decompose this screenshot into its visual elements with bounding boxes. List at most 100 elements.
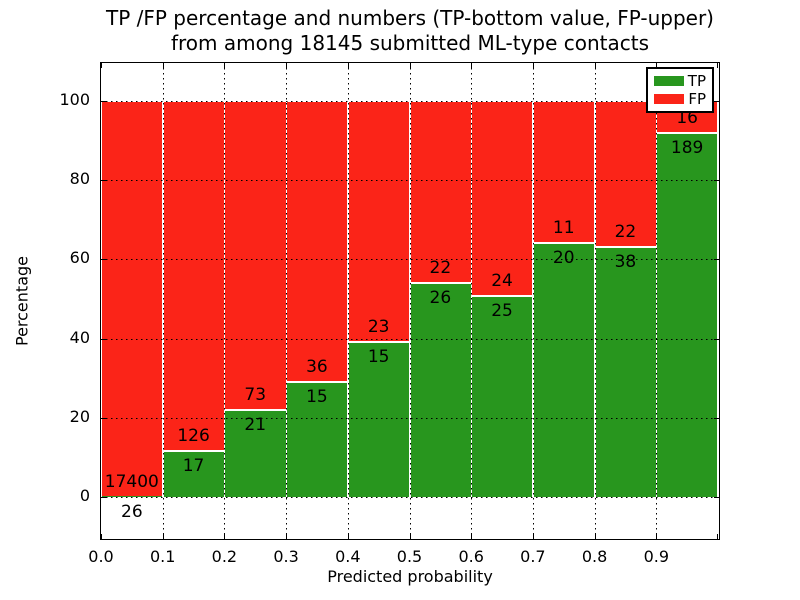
tick-mark — [594, 534, 596, 539]
tick-mark — [714, 180, 719, 182]
y-tick-label: 0 — [79, 486, 90, 505]
tick-mark — [101, 338, 106, 340]
y-tick-label: 60 — [69, 248, 90, 268]
tick-mark — [714, 497, 719, 498]
x-tick-label: 0.2 — [211, 547, 238, 566]
x-tick-label: 0.8 — [581, 547, 608, 566]
gridline-v — [409, 63, 411, 539]
tick-mark — [532, 63, 534, 68]
bar-fp-segment — [409, 101, 472, 283]
tick-mark — [347, 63, 349, 68]
bar-tp-segment — [162, 449, 225, 497]
tick-mark — [717, 63, 718, 68]
bar-tp-segment — [471, 294, 534, 497]
tick-mark — [101, 534, 102, 539]
tp-count-label: 26 — [121, 502, 143, 523]
bar-tp-segment — [532, 241, 596, 497]
gridline-v — [532, 63, 534, 539]
y-tick-label: 40 — [69, 327, 90, 347]
tp-count-label: 26 — [429, 288, 452, 309]
fp-count-label: 23 — [367, 316, 390, 337]
tick-mark — [224, 534, 226, 539]
y-tick-label: 20 — [69, 406, 90, 426]
gridline-v — [471, 63, 473, 539]
gridline-v — [286, 63, 288, 539]
legend-label: TP — [687, 71, 706, 90]
tick-mark — [101, 497, 106, 498]
fp-count-label: 11 — [552, 217, 575, 238]
gridline-v — [162, 63, 164, 539]
bar-tp-segment — [101, 496, 164, 498]
tick-mark — [656, 534, 658, 539]
tick-mark — [286, 534, 288, 539]
x-tick-label: 0.4 — [335, 547, 361, 566]
bar-tp-segment — [409, 282, 472, 497]
legend-label: FP — [688, 89, 706, 108]
bar-fp-segment — [101, 101, 164, 497]
chart-title-line2: from among 18145 submitted ML-type conta… — [170, 31, 650, 55]
legend-item: FP — [654, 89, 706, 108]
legend-item: TP — [654, 71, 706, 90]
x-axis-label: Predicted probability — [327, 567, 493, 586]
x-tick-label: 0.1 — [149, 547, 176, 566]
fp-count-label: 126 — [177, 425, 210, 446]
tp-count-label: 25 — [491, 300, 513, 321]
bar-tp-segment — [347, 340, 410, 497]
x-tick-label: 0.7 — [520, 547, 546, 566]
gridline-h — [101, 497, 719, 498]
bar-tp-segment — [594, 246, 657, 497]
gridline-v — [656, 63, 658, 539]
bar-fp-segment — [162, 101, 225, 450]
gridline-h — [101, 101, 719, 102]
tick-mark — [409, 63, 411, 68]
tick-mark — [409, 534, 411, 539]
tick-mark — [714, 259, 719, 261]
tick-mark — [162, 534, 164, 539]
tick-mark — [656, 63, 658, 68]
tick-mark — [101, 180, 106, 182]
fp-count-label: 24 — [491, 270, 513, 291]
tick-mark — [101, 63, 102, 68]
tick-mark — [347, 534, 349, 539]
tick-mark — [594, 63, 596, 68]
plot-area: 17400 26 126 17 73 21 36 15 23 15 22 26 24 25 11 20 22 38… — [100, 62, 720, 540]
legend-swatch-fp — [654, 94, 684, 104]
bar-fp-segment — [347, 101, 410, 341]
tick-mark — [471, 534, 473, 539]
bar-fp-segment — [471, 101, 534, 295]
tick-mark — [714, 101, 719, 102]
tp-count-label: 38 — [614, 252, 637, 273]
legend-swatch-tp — [654, 76, 684, 86]
x-tick-label: 0.0 — [88, 547, 114, 566]
tick-mark — [532, 534, 534, 539]
y-tick-label: 100 — [59, 90, 90, 109]
gridline-h — [101, 338, 719, 340]
x-tick-label: 0.5 — [396, 547, 423, 566]
tp-count-label: 15 — [306, 386, 328, 407]
fp-count-label: 22 — [429, 258, 452, 279]
tick-mark — [471, 63, 473, 68]
fp-count-label: 73 — [244, 384, 267, 405]
y-tick-label: 80 — [69, 169, 90, 189]
chart-title-line1: TP /FP percentage and numbers (TP-bottom… — [106, 6, 714, 30]
tick-mark — [714, 417, 719, 419]
tp-count-label: 21 — [244, 414, 267, 435]
bar-fp-segment — [224, 101, 287, 409]
x-tick-label: 0.6 — [458, 547, 484, 566]
chart-title: TP /FP percentage and numbers (TP-bottom… — [100, 6, 720, 56]
bar-fp-segment — [286, 101, 349, 381]
tp-count-label: 17 — [182, 455, 205, 476]
tp-count-label: 189 — [670, 137, 704, 158]
bar-tp-segment — [224, 408, 287, 497]
tick-mark — [224, 63, 226, 68]
x-tick-label: 0.3 — [273, 547, 299, 566]
x-tick-label: 0.9 — [643, 547, 670, 566]
tp-count-label: 15 — [367, 346, 390, 367]
tick-mark — [717, 534, 718, 539]
gridline-v — [224, 63, 226, 539]
tick-mark — [286, 63, 288, 68]
gridline-h — [101, 259, 719, 261]
legend: TP FP — [646, 67, 714, 113]
gridline-h — [101, 180, 719, 182]
